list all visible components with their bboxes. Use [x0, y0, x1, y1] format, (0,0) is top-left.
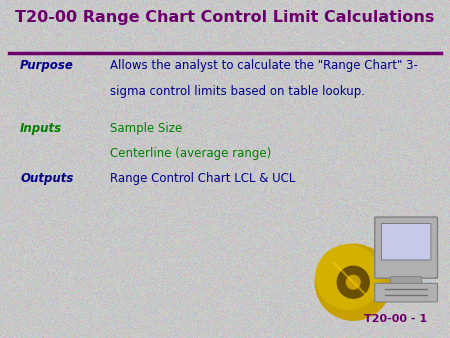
Circle shape [338, 266, 369, 298]
Text: Outputs: Outputs [20, 172, 74, 185]
Text: Range Control Chart LCL & UCL: Range Control Chart LCL & UCL [110, 172, 296, 185]
Text: Allows the analyst to calculate the "Range Chart" 3-: Allows the analyst to calculate the "Ran… [110, 59, 418, 72]
Text: sigma control limits based on table lookup.: sigma control limits based on table look… [110, 84, 365, 97]
Circle shape [315, 244, 391, 320]
Text: Sample Size: Sample Size [110, 122, 183, 135]
Circle shape [346, 275, 360, 289]
Text: Centerline (average range): Centerline (average range) [110, 147, 271, 160]
FancyBboxPatch shape [375, 283, 437, 302]
Text: Inputs: Inputs [20, 122, 63, 135]
FancyBboxPatch shape [375, 217, 437, 278]
FancyBboxPatch shape [391, 277, 422, 285]
Text: T20-00 - 1: T20-00 - 1 [364, 314, 427, 324]
FancyBboxPatch shape [381, 223, 431, 260]
Circle shape [316, 245, 381, 310]
Text: T20-00 Range Chart Control Limit Calculations: T20-00 Range Chart Control Limit Calcula… [15, 10, 435, 25]
Text: Purpose: Purpose [20, 59, 74, 72]
